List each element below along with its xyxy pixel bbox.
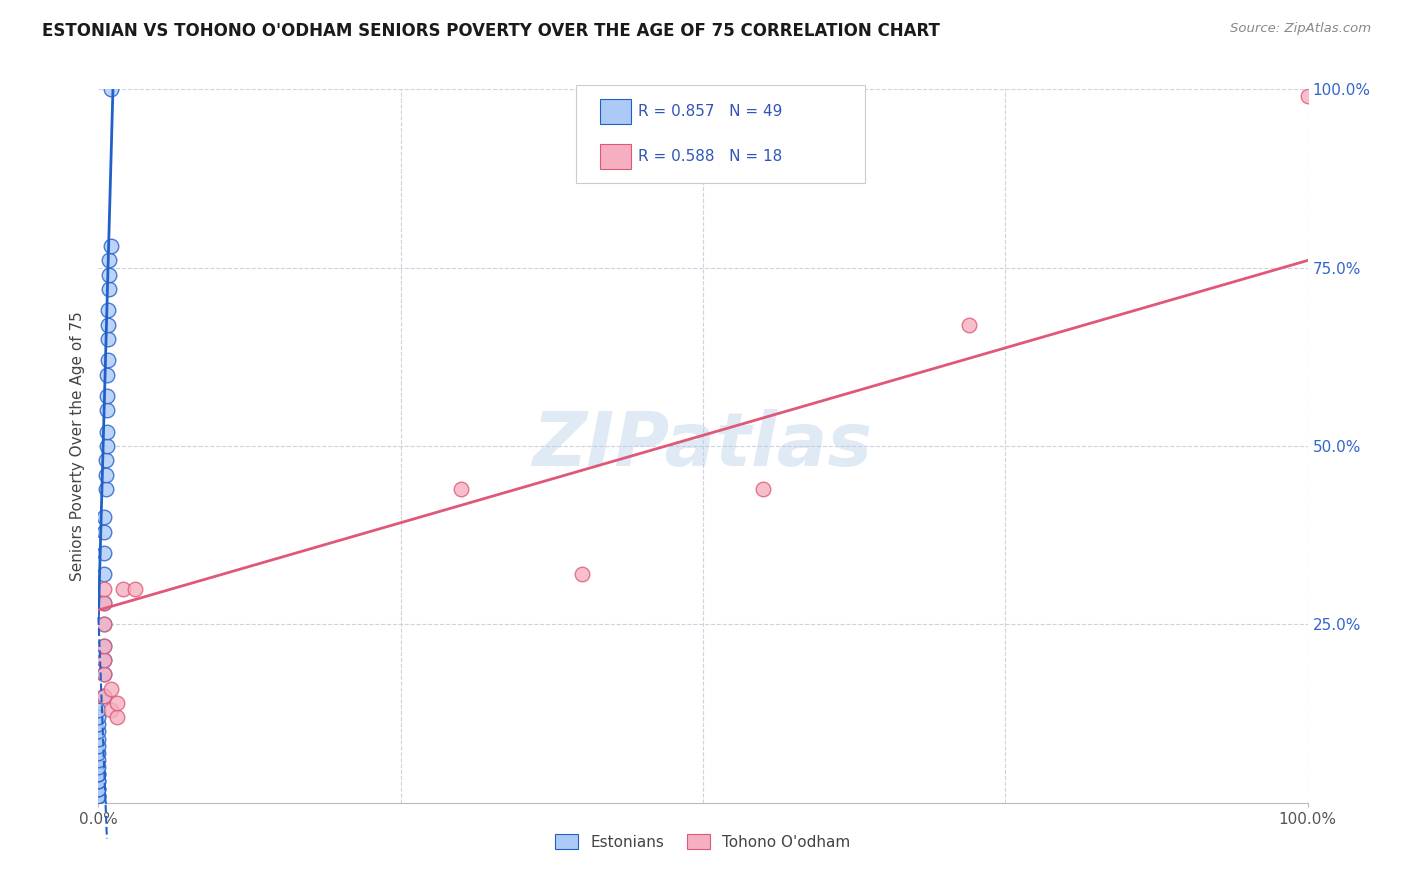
Point <box>98 282 121 296</box>
Point <box>957 318 980 332</box>
Point <box>93 510 115 524</box>
Point <box>87 731 110 746</box>
Point <box>111 582 134 596</box>
Point <box>87 796 110 810</box>
Point <box>87 781 110 796</box>
Text: R = 0.857   N = 49: R = 0.857 N = 49 <box>638 104 783 119</box>
Point <box>93 567 115 582</box>
Text: ZIPatlas: ZIPatlas <box>533 409 873 483</box>
Point <box>96 425 118 439</box>
Point <box>97 318 120 332</box>
Point <box>94 453 117 467</box>
Point <box>93 667 115 681</box>
Point <box>87 767 110 781</box>
Point <box>87 796 110 810</box>
Point <box>94 482 117 496</box>
Point <box>97 353 120 368</box>
Point <box>96 368 118 382</box>
Point <box>96 403 118 417</box>
Point <box>93 689 115 703</box>
Point <box>97 332 120 346</box>
Point <box>96 439 118 453</box>
Point <box>87 774 110 789</box>
Point <box>93 582 115 596</box>
Point <box>87 746 110 760</box>
Point <box>87 739 110 753</box>
Point <box>94 467 117 482</box>
Point <box>93 546 115 560</box>
Point <box>87 796 110 810</box>
Point <box>87 710 110 724</box>
Point <box>93 653 115 667</box>
Point <box>100 703 122 717</box>
Point <box>98 268 121 282</box>
Point <box>87 724 110 739</box>
Point <box>87 789 110 803</box>
Text: Source: ZipAtlas.com: Source: ZipAtlas.com <box>1230 22 1371 36</box>
Point <box>100 82 122 96</box>
Point <box>87 753 110 767</box>
Point <box>87 703 110 717</box>
Point <box>93 524 115 539</box>
Point <box>87 760 110 774</box>
Point <box>87 774 110 789</box>
Point <box>87 781 110 796</box>
Point <box>100 681 122 696</box>
Point <box>87 796 110 810</box>
Point <box>1296 89 1319 103</box>
Point <box>93 689 115 703</box>
Y-axis label: Seniors Poverty Over the Age of 75: Seniors Poverty Over the Age of 75 <box>70 311 86 581</box>
Point <box>97 303 120 318</box>
Point <box>93 653 115 667</box>
Point <box>93 596 115 610</box>
Point <box>124 582 146 596</box>
Text: ESTONIAN VS TOHONO O'ODHAM SENIORS POVERTY OVER THE AGE OF 75 CORRELATION CHART: ESTONIAN VS TOHONO O'ODHAM SENIORS POVER… <box>42 22 941 40</box>
Point <box>93 639 115 653</box>
Point <box>100 239 122 253</box>
Legend: Estonians, Tohono O'odham: Estonians, Tohono O'odham <box>550 828 856 855</box>
Point <box>98 253 121 268</box>
Point <box>87 767 110 781</box>
Point <box>87 796 110 810</box>
Point <box>93 667 115 681</box>
Point <box>93 617 115 632</box>
Point <box>87 717 110 731</box>
Point <box>96 389 118 403</box>
Point <box>105 710 128 724</box>
Point <box>105 696 128 710</box>
Point <box>752 482 775 496</box>
Point <box>450 482 472 496</box>
Text: R = 0.588   N = 18: R = 0.588 N = 18 <box>638 149 783 163</box>
Point <box>571 567 593 582</box>
Point <box>87 789 110 803</box>
Point <box>93 596 115 610</box>
Point <box>93 617 115 632</box>
Point <box>93 639 115 653</box>
